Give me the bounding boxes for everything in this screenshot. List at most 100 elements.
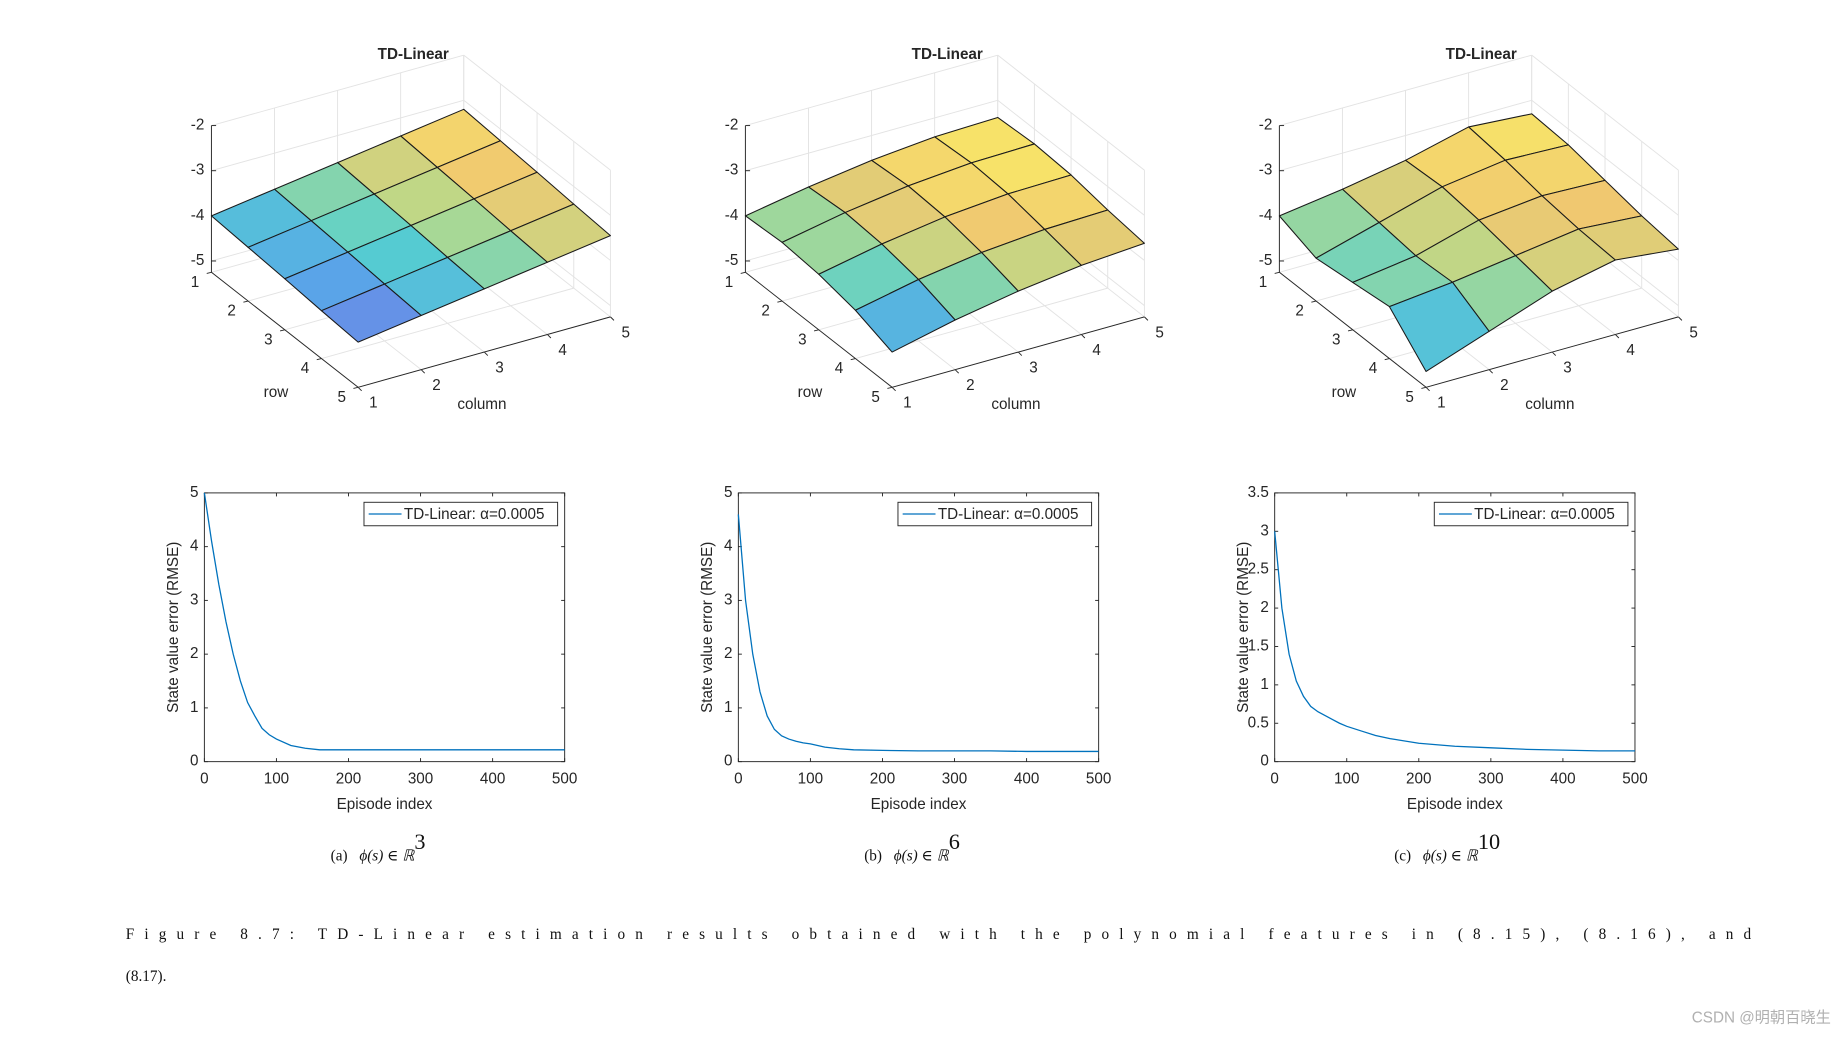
y-tick-label: 3 (724, 591, 732, 608)
surface-patch (854, 279, 956, 353)
plot-area (1274, 492, 1636, 763)
plot-area (737, 492, 1100, 763)
x-tick-label: 100 (264, 770, 289, 787)
y-tick-label: 1 (724, 699, 732, 716)
grid-line (1531, 99, 1679, 216)
surface-patch (1388, 281, 1490, 373)
x-tick-label: 400 (1550, 770, 1575, 787)
column-axis (1425, 316, 1679, 388)
tick-mark (1551, 351, 1557, 356)
x-tick-label: 200 (1406, 770, 1431, 787)
grid-line (1279, 54, 1532, 127)
caption-math: ϕ(s) ∈ ℝ (894, 847, 950, 864)
x-tick-label: 0 (1270, 770, 1278, 787)
z-tick-label: -2 (725, 117, 739, 134)
z-tick-label: -5 (1259, 252, 1273, 269)
y-axis-label: State value error (RMSE) (699, 542, 716, 713)
tick-mark (1678, 316, 1683, 321)
tick-mark (1425, 386, 1430, 392)
z-tick-label: -3 (191, 162, 205, 179)
subfigure-caption: (a) ϕ(s) ∈ ℝ3 (331, 829, 426, 864)
z-tick-label: -4 (725, 207, 739, 224)
x-tick-label: 1 (1437, 395, 1445, 412)
y-tick-label: 5 (190, 484, 198, 501)
x-axis-label: Episode index (337, 796, 433, 813)
tick-mark (891, 386, 896, 392)
x-tick-label: 4 (1092, 342, 1101, 359)
x-tick-label: 2 (432, 377, 440, 394)
y-tick-label: 4 (835, 360, 844, 377)
tick-mark (1347, 329, 1353, 332)
x-tick-label: 4 (1626, 342, 1635, 359)
grid-line (745, 99, 998, 172)
y-tick-label: 1 (725, 274, 733, 291)
tick-mark (777, 300, 783, 303)
tick-mark (357, 386, 362, 392)
surface-patch (320, 283, 422, 343)
chart-title: TD-Linear (378, 46, 449, 63)
tick-mark (850, 358, 856, 361)
tick-mark (547, 334, 552, 339)
y-tick-label: 4 (1369, 360, 1378, 377)
y-axis-label: row (264, 384, 290, 401)
grid-line (211, 99, 464, 172)
z-tick-label: -4 (1259, 207, 1273, 224)
x-axis-label: column (1525, 396, 1574, 413)
legend-box (1433, 501, 1629, 527)
grid-line (321, 287, 574, 359)
y-tick-label: 2 (1260, 599, 1268, 616)
figure-caption: Figure 8.7: TD-Linear estimation results… (126, 926, 1752, 943)
y-axis-label: State value error (RMSE) (1235, 542, 1252, 713)
grid-line (997, 99, 1145, 216)
tick-mark (1488, 369, 1494, 374)
x-axis-label: Episode index (1407, 796, 1503, 813)
caption-superscript: 10 (1478, 829, 1500, 854)
subfigure-caption: (c) ϕ(s) ∈ ℝ10 (1394, 829, 1500, 864)
x-axis-label: column (457, 396, 506, 413)
y-tick-label: 1 (190, 699, 198, 716)
tick-mark (483, 351, 489, 356)
y-tick-label: 3 (798, 331, 806, 348)
tick-mark (1081, 334, 1086, 339)
y-tick-label: 4 (301, 360, 310, 377)
data-line (203, 492, 565, 751)
legend-label: TD-Linear: α=0.0005 (938, 506, 1079, 523)
x-tick-label: 500 (1086, 770, 1111, 787)
data-line (1274, 531, 1635, 752)
y-tick-label: 2.5 (1248, 561, 1269, 578)
caption-math: ϕ(s) ∈ ℝ (359, 847, 415, 864)
grid-line (1279, 99, 1532, 172)
y-tick-label: 5 (724, 484, 732, 501)
tick-mark (1311, 300, 1317, 303)
x-tick-label: 300 (408, 770, 433, 787)
y-tick-label: 3.5 (1248, 484, 1269, 501)
data-line (737, 514, 1099, 753)
y-tick-label: 5 (337, 389, 345, 406)
y-tick-label: 1 (191, 274, 199, 291)
y-tick-label: 3 (1260, 522, 1268, 539)
tick-mark (316, 358, 322, 361)
x-tick-label: 300 (942, 770, 967, 787)
x-tick-label: 2 (966, 377, 974, 394)
x-tick-label: 3 (1563, 360, 1571, 377)
y-tick-label: 0 (1260, 753, 1268, 770)
y-tick-label: 4 (724, 538, 733, 555)
y-tick-label: 0 (190, 753, 198, 770)
y-tick-label: 5 (1405, 389, 1413, 406)
x-tick-label: 500 (552, 770, 577, 787)
y-axis-label: State value error (RMSE) (165, 542, 182, 713)
figure-caption: (8.17). (126, 968, 167, 985)
y-tick-label: 1 (1260, 676, 1268, 693)
tick-mark (1274, 271, 1280, 274)
x-tick-label: 100 (798, 770, 823, 787)
x-tick-label: 0 (200, 770, 208, 787)
y-tick-label: 2 (227, 303, 235, 320)
caption-label: (a) (331, 847, 348, 864)
tick-mark (740, 271, 746, 274)
z-tick-label: -2 (1259, 117, 1273, 134)
y-axis-label: row (798, 384, 824, 401)
z-tick-label: -4 (191, 207, 205, 224)
x-tick-label: 0 (734, 770, 742, 787)
grid-line (745, 54, 998, 127)
